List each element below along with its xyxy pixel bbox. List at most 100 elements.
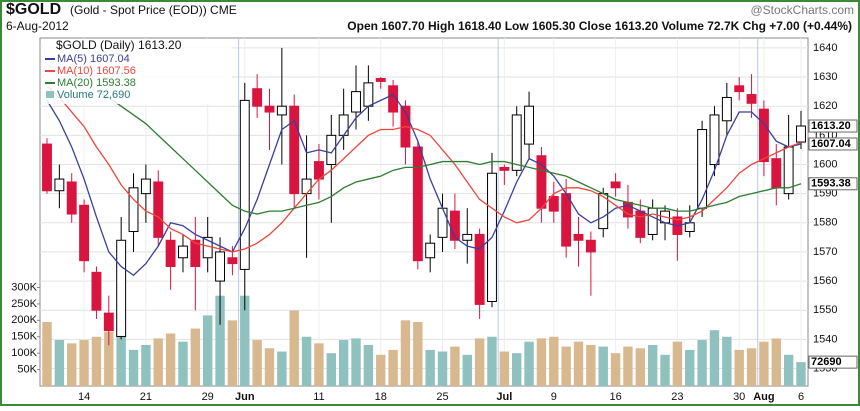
- volume-bar: [202, 315, 213, 386]
- candle-body: [54, 178, 65, 192]
- candle-body: [276, 105, 287, 116]
- candle-body: [375, 78, 386, 82]
- volume-bar: [314, 343, 324, 386]
- y-tick-label: 1630: [813, 71, 837, 83]
- volume-bar: [474, 338, 485, 386]
- candle-body: [573, 233, 584, 241]
- candle-body: [511, 114, 522, 171]
- candle-body: [474, 233, 485, 305]
- candle-body: [91, 271, 102, 311]
- quote: Open 1607.70 High 1618.40 Low 1605.30 Cl…: [347, 19, 852, 33]
- x-tick-label: 18: [375, 391, 387, 403]
- y-tick-label: 1590: [813, 188, 837, 200]
- chart-subtitle: (Gold - Spot Price (EOD)) CME: [70, 3, 237, 17]
- volume-bar: [697, 340, 707, 386]
- volume-bar: [277, 351, 287, 386]
- y-tick-label: 1580: [813, 217, 837, 229]
- x-tick-label: 29: [202, 391, 214, 403]
- volume-bar: [759, 341, 769, 386]
- volume-bar: [746, 348, 757, 386]
- volume-bar: [104, 331, 114, 386]
- volume-bar: [425, 349, 435, 386]
- x-tick-label: Aug: [753, 391, 774, 403]
- volume-bar: [116, 305, 126, 386]
- y-tick-label: 1540: [813, 333, 837, 345]
- last-value-tag: [808, 119, 858, 133]
- candle-body: [548, 196, 559, 212]
- candle-body: [697, 129, 708, 209]
- watermark: @StockCharts.com: [750, 3, 854, 17]
- candle-body: [721, 96, 732, 122]
- volume-bar: [524, 341, 534, 386]
- volume-bar: [672, 341, 683, 386]
- volume-bar: [586, 344, 596, 386]
- volume-bar: [561, 346, 571, 386]
- candle-body: [462, 233, 473, 241]
- candle-body: [215, 251, 225, 282]
- volume-bar: [376, 354, 386, 386]
- volume-bar: [709, 330, 720, 386]
- volume-bar: [623, 346, 633, 386]
- candle-body: [338, 114, 349, 136]
- volume-bar: [289, 310, 299, 386]
- volume-bar: [771, 338, 781, 386]
- candle-body: [635, 210, 646, 238]
- candle-body: [746, 94, 757, 104]
- candle-body: [647, 207, 658, 235]
- candle-body: [190, 239, 201, 268]
- volume-bar: [647, 344, 658, 386]
- x-tick-label: 6: [798, 391, 804, 403]
- candle-body: [116, 239, 127, 337]
- candle-body: [79, 204, 90, 262]
- legend-entry: MA(10) 1607.56: [57, 65, 136, 77]
- candle-body: [771, 158, 782, 189]
- volume-bar: [190, 328, 201, 386]
- last-value-label: 1607.04: [811, 138, 852, 150]
- volume-bar: [264, 348, 275, 386]
- volume-bar: [252, 340, 262, 386]
- volume-bar: [91, 336, 102, 386]
- volume-bar: [783, 354, 794, 386]
- volume-bar: [42, 321, 52, 386]
- legend-entry: Volume 72,690: [57, 89, 130, 101]
- candle-body: [301, 178, 312, 195]
- x-tick-label: 14: [78, 391, 90, 403]
- candle-body: [796, 125, 806, 143]
- x-tick-label: Jul: [496, 391, 512, 403]
- volume-bar: [141, 344, 151, 386]
- volume-bar: [388, 349, 398, 386]
- volume-bar: [722, 336, 732, 386]
- volume-bar: [227, 320, 238, 386]
- candle-body: [165, 239, 176, 268]
- volume-bar: [338, 340, 349, 386]
- candle-body: [252, 88, 263, 107]
- candle-body: [264, 105, 275, 113]
- volume-bar: [128, 349, 139, 386]
- candle-body: [524, 105, 535, 145]
- volume-bar: [437, 351, 448, 386]
- volume-bar: [685, 349, 695, 386]
- volume-bar: [660, 354, 670, 386]
- volume-bar: [549, 336, 559, 386]
- candle-body: [351, 91, 361, 113]
- volume-bar: [240, 295, 250, 386]
- candle-body: [425, 242, 436, 259]
- volume-bar: [573, 341, 584, 386]
- last-value-label: 72690: [811, 356, 842, 368]
- candle-body: [66, 181, 77, 215]
- candle-body: [326, 134, 337, 165]
- x-tick-label: 21: [140, 391, 152, 403]
- candle-body: [289, 105, 300, 195]
- candle-body: [103, 312, 114, 332]
- last-value-label: 1613.20: [811, 120, 851, 132]
- y-tick-label: 1570: [813, 246, 837, 258]
- candle-body: [42, 143, 52, 192]
- date: 6-Aug-2012: [6, 19, 69, 33]
- x-tick-label: 9: [551, 391, 557, 403]
- x-tick-label: Jun: [235, 391, 255, 403]
- candle-body: [153, 181, 164, 238]
- last-value-tag: [808, 177, 858, 191]
- candle-body: [128, 187, 139, 233]
- candle-body: [585, 239, 596, 253]
- x-tick-label: 11: [313, 391, 324, 403]
